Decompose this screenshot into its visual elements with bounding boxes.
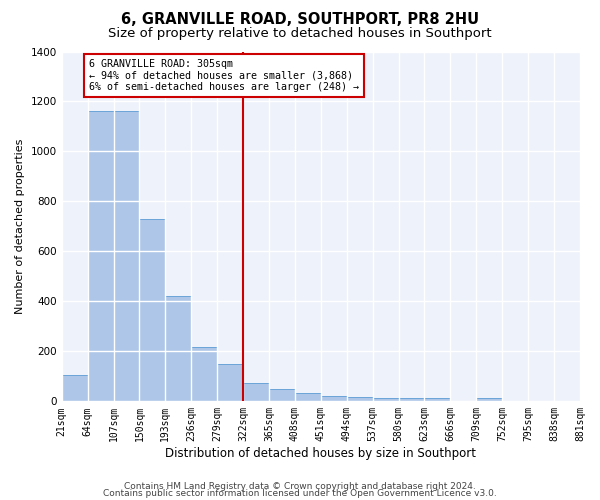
Text: 6 GRANVILLE ROAD: 305sqm
← 94% of detached houses are smaller (3,868)
6% of semi: 6 GRANVILLE ROAD: 305sqm ← 94% of detach… bbox=[89, 59, 359, 92]
Y-axis label: Number of detached properties: Number of detached properties bbox=[15, 138, 25, 314]
Text: 6, GRANVILLE ROAD, SOUTHPORT, PR8 2HU: 6, GRANVILLE ROAD, SOUTHPORT, PR8 2HU bbox=[121, 12, 479, 28]
Text: Size of property relative to detached houses in Southport: Size of property relative to detached ho… bbox=[108, 28, 492, 40]
X-axis label: Distribution of detached houses by size in Southport: Distribution of detached houses by size … bbox=[166, 447, 476, 460]
Bar bbox=[88, 112, 113, 402]
Bar bbox=[269, 389, 295, 402]
Bar bbox=[113, 112, 139, 402]
Bar bbox=[139, 219, 166, 402]
Bar bbox=[166, 296, 191, 402]
Bar bbox=[347, 397, 373, 402]
Text: Contains public sector information licensed under the Open Government Licence v3: Contains public sector information licen… bbox=[103, 489, 497, 498]
Bar bbox=[62, 375, 88, 402]
Bar bbox=[373, 398, 398, 402]
Bar bbox=[191, 347, 217, 402]
Bar bbox=[217, 364, 243, 402]
Bar bbox=[424, 398, 451, 402]
Bar bbox=[243, 383, 269, 402]
Bar bbox=[476, 398, 502, 402]
Bar bbox=[398, 398, 424, 402]
Text: Contains HM Land Registry data © Crown copyright and database right 2024.: Contains HM Land Registry data © Crown c… bbox=[124, 482, 476, 491]
Bar bbox=[295, 392, 321, 402]
Bar bbox=[321, 396, 347, 402]
